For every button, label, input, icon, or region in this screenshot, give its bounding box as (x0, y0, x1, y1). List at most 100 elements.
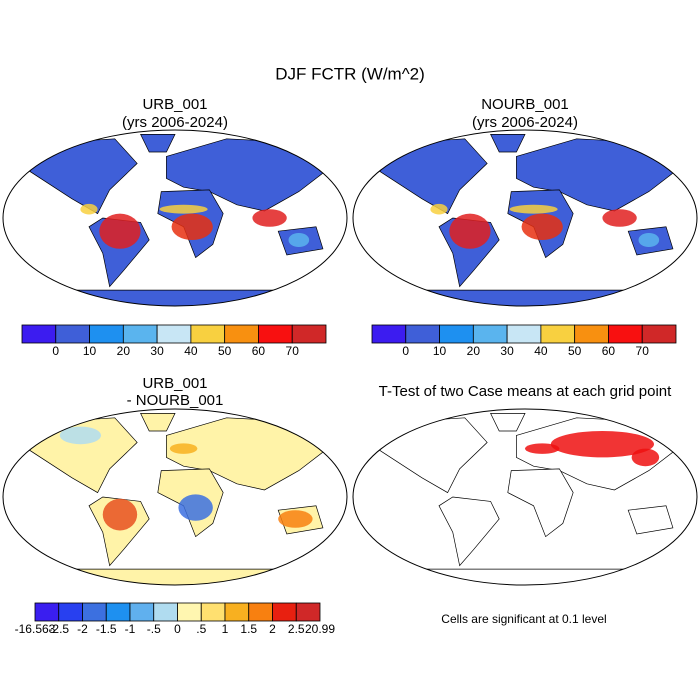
colorbar-box (405, 324, 440, 344)
colorbar-box (200, 602, 226, 622)
colorbar-box (129, 602, 155, 622)
continent (26, 138, 138, 215)
colorbar-box (291, 324, 327, 344)
colorbar-box (540, 324, 576, 344)
colorbar-label: 30 (500, 344, 514, 358)
map-patch (99, 213, 141, 249)
map-border (352, 129, 698, 307)
colorbar-box (82, 602, 107, 622)
colorbar-label: -.5 (147, 622, 161, 636)
map-patch (169, 443, 198, 454)
continent (438, 496, 500, 567)
map-patch (550, 431, 655, 458)
colorbar-box (248, 602, 273, 622)
footnote: Cells are significant at 0.1 level (441, 612, 606, 626)
colorbar-label: 0 (402, 344, 409, 358)
map-border (2, 408, 348, 586)
colorbar-box (55, 324, 90, 344)
colorbar-label: 20 (117, 344, 131, 358)
colorbar-box (224, 602, 250, 622)
colorbar-label: -16.563 (15, 622, 56, 636)
colorbar-label: 40 (184, 344, 198, 358)
colorbar-label: 60 (252, 344, 266, 358)
colorbar-label: 10 (433, 344, 447, 358)
map-patch (252, 209, 287, 227)
continent (627, 505, 674, 535)
map-patch (525, 443, 560, 454)
colorbar-label: 10 (83, 344, 97, 358)
map (352, 408, 698, 586)
map-patch (430, 203, 448, 215)
map (2, 129, 348, 307)
colorbar-box (34, 602, 60, 622)
continent (26, 417, 138, 494)
colorbar-label: 70 (636, 344, 650, 358)
colorbar-box (153, 602, 178, 622)
colorbar-box (122, 324, 158, 344)
map-patch (602, 209, 637, 227)
colorbar-label: 60 (602, 344, 616, 358)
map-patch (631, 448, 660, 467)
map-patch (159, 204, 208, 214)
colorbar-label: 0 (174, 622, 181, 636)
colorbar-label: 30 (150, 344, 164, 358)
colorbar-box (272, 602, 297, 622)
continent (140, 134, 176, 153)
colorbar-box (371, 324, 407, 344)
figure-title: DJF FCTR (W/m^2) (275, 64, 425, 83)
colorbar-label: -1 (125, 622, 136, 636)
colorbar-box (156, 324, 192, 344)
colorbar-label: 1 (222, 622, 229, 636)
map-patch (449, 213, 491, 249)
colorbar-label: 50 (568, 344, 582, 358)
colorbar-box (506, 324, 542, 344)
continent (376, 417, 488, 494)
continent (507, 468, 574, 538)
colorbar-box (472, 324, 508, 344)
map-patch (521, 213, 563, 240)
colorbar-box (574, 324, 609, 344)
colorbar-label: 20 (467, 344, 481, 358)
continent (11, 289, 339, 306)
continent (490, 413, 526, 432)
panel-title: - NOURB_001 (127, 392, 224, 409)
colorbar-label: 0 (52, 344, 59, 358)
panel-title: NOURB_001 (481, 96, 569, 113)
continent (376, 138, 488, 215)
colorbar-label: 40 (534, 344, 548, 358)
colorbar-label: 2 (269, 622, 276, 636)
colorbar-label: 2.5 (288, 622, 305, 636)
colorbar-box (105, 602, 131, 622)
panel-title: T-Test of two Case means at each grid po… (379, 383, 672, 400)
colorbar-box (258, 324, 293, 344)
map-patch (288, 232, 310, 248)
map-patch (509, 204, 558, 214)
colorbar-box (608, 324, 643, 344)
continent (140, 413, 176, 432)
continent (11, 568, 339, 585)
colorbar-label: -2 (77, 622, 88, 636)
panel-title: URB_001 (142, 96, 207, 113)
map-patch (171, 213, 213, 240)
colorbar-box (439, 324, 474, 344)
colorbar-box (58, 602, 83, 622)
map (352, 129, 698, 307)
colorbar-box (21, 324, 57, 344)
panel-title: URB_001 (142, 375, 207, 392)
colorbar-box (177, 602, 202, 622)
colorbar-label: -1.5 (96, 622, 117, 636)
map-patch (80, 203, 98, 215)
colorbar-label: 70 (286, 344, 300, 358)
continent (490, 134, 526, 153)
colorbar-box (190, 324, 226, 344)
colorbar-label: -2.5 (48, 622, 69, 636)
map-patch (178, 494, 213, 521)
continent (361, 289, 689, 306)
colorbar-box (295, 602, 321, 622)
map-border (352, 408, 698, 586)
panel-title: (yrs 2006-2024) (122, 114, 228, 131)
map (2, 408, 348, 586)
panel-title: (yrs 2006-2024) (472, 114, 578, 131)
colorbar-label: 1.5 (240, 622, 257, 636)
